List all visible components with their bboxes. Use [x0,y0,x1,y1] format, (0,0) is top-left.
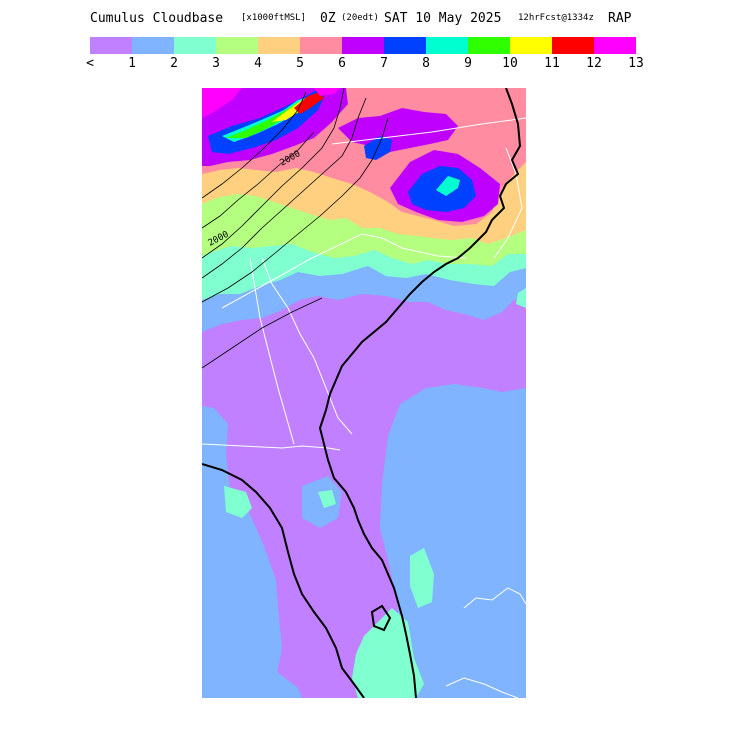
state-border-ga-fl [202,443,341,451]
legend-tick-label: 5 [296,56,304,71]
legend-tick-label: 13 [628,56,644,71]
field-7k-north [364,136,392,160]
field-1k-south-blob [202,648,302,698]
legend-tick-label: 7 [380,56,388,71]
legend-swatch [258,37,300,54]
color-legend [90,37,636,54]
field-2k-west-blob [224,486,252,518]
title-time: 0Z [320,11,336,26]
legend-tick-label: 11 [544,56,560,71]
bahamas-outline [463,587,526,609]
contour-line [202,117,389,303]
state-border-nc-sc [221,233,467,309]
map-title: Cumulus Cloudbase [x1000ftMSL] 0Z (20edt… [0,8,729,28]
field-1k-east [380,384,526,698]
legend-tick-label: < [86,56,94,71]
legend-swatch [300,37,342,54]
field-12k-nw [202,88,242,118]
contour-line [202,91,307,199]
legend-swatch [174,37,216,54]
legend-tick-label: 3 [212,56,220,71]
title-units: [x1000ftMSL] [241,13,307,23]
field-8k-ne [436,176,460,196]
field-12k-top [314,88,340,96]
legend-swatch [426,37,468,54]
title-forecast: 12hrFcst@1334z [518,13,594,23]
legend-tick-labels: <1 2 3 4 5 6 7 8 9 10 11 12 13 [0,56,729,72]
legend-tick-label: 8 [422,56,430,71]
legend-swatch [510,37,552,54]
legend-swatch [132,37,174,54]
title-zone: (20edt) [341,13,379,23]
contour-line [202,297,323,369]
cloudbase-map: 2000 2000 [202,88,526,698]
legend-tick-label: 2 [170,56,178,71]
state-border-ga-al [249,257,295,445]
legend-swatch [594,37,636,54]
legend-tick-label: 12 [586,56,602,71]
field-8k-nw [222,98,306,142]
legend-swatch [384,37,426,54]
field-2k-central-east [410,548,434,608]
field-2k-center-blob [318,490,336,508]
title-main: Cumulus Cloudbase [90,11,224,26]
legend-tick-label: 1 [128,56,136,71]
title-date: SAT 10 May 2025 [384,11,502,26]
coastline-gulf [202,463,365,698]
legend-tick-label: 4 [254,56,262,71]
legend-tick-label: 10 [502,56,518,71]
field-6k-north [338,108,458,152]
coastline [318,88,522,698]
legend-swatch [216,37,258,54]
legend-swatch [90,37,132,54]
state-border-sc-ga [261,257,353,435]
contour-line [202,97,367,279]
keys-outline [445,677,519,698]
field-1k-west [202,406,282,698]
field-2k-sound [516,288,526,308]
field-11k-nw [294,92,324,114]
state-border-ne-coast [493,147,523,259]
contour-line [202,131,315,229]
legend-swatch [468,37,510,54]
legend-swatch [552,37,594,54]
legend-tick-label: 6 [338,56,346,71]
state-border-va-nc [331,117,526,145]
lake-okeechobee [370,604,392,632]
title-model: RAP [608,11,632,26]
legend-swatch [342,37,384,54]
contour-line [202,88,345,259]
legend-tick-label: 9 [464,56,472,71]
